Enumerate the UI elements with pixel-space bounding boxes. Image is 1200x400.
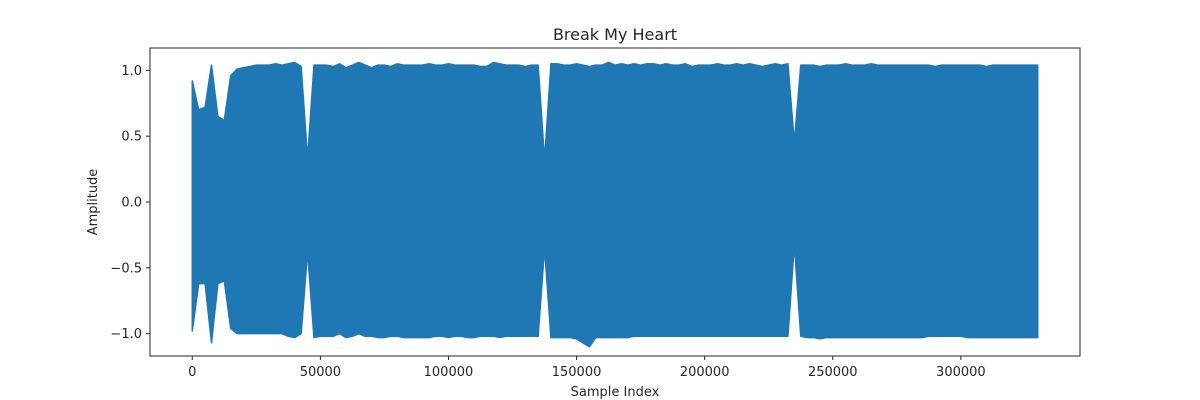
- x-tick-label: 100000: [424, 365, 474, 380]
- waveform-series-0: [191, 61, 1039, 348]
- series-layer: [191, 61, 1039, 348]
- x-tick-label: 250000: [808, 365, 858, 380]
- chart-title: Break My Heart: [553, 25, 677, 44]
- y-tick-label: 1.0: [121, 64, 142, 79]
- x-axis: 0 50000 100000 150000 200000 250000 300000: [188, 356, 986, 380]
- y-axis-label: Amplitude: [86, 169, 101, 236]
- x-tick-label: 50000: [300, 365, 341, 380]
- x-tick-label: 0: [188, 365, 196, 380]
- x-tick-label: 200000: [680, 365, 730, 380]
- y-tick-label: 0.5: [121, 130, 142, 145]
- x-tick-label: 150000: [552, 365, 602, 380]
- y-axis: −1.0 −0.5 0.0 0.5 1.0: [110, 64, 150, 342]
- x-axis-label: Sample Index: [571, 385, 660, 400]
- y-tick-label: 0.0: [121, 196, 142, 211]
- y-tick-label: −0.5: [110, 261, 142, 276]
- x-tick-label: 300000: [936, 365, 986, 380]
- y-tick-label: −1.0: [110, 327, 142, 342]
